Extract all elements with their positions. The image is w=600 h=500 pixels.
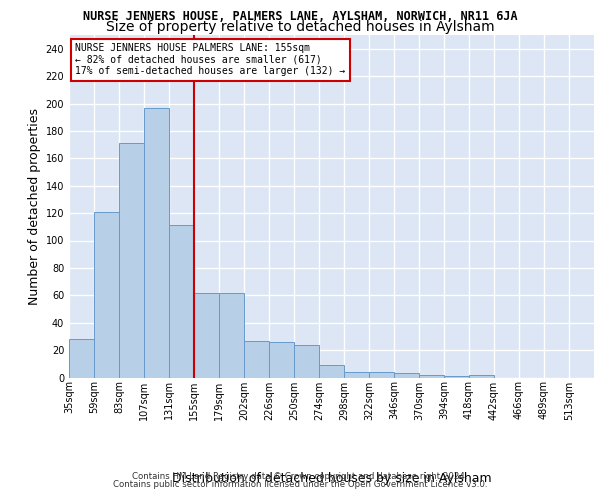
Bar <box>144 108 169 378</box>
Bar <box>269 342 294 378</box>
Bar <box>419 375 444 378</box>
Bar <box>394 374 419 378</box>
Bar <box>344 372 369 378</box>
Text: Contains public sector information licensed under the Open Government Licence v3: Contains public sector information licen… <box>113 480 487 489</box>
Text: Contains HM Land Registry data © Crown copyright and database right 2024.: Contains HM Land Registry data © Crown c… <box>132 472 468 481</box>
Bar <box>119 143 144 378</box>
Y-axis label: Number of detached properties: Number of detached properties <box>28 108 41 304</box>
Bar <box>369 372 394 378</box>
Bar <box>169 226 194 378</box>
Text: NURSE JENNERS HOUSE, PALMERS LANE, AYLSHAM, NORWICH, NR11 6JA: NURSE JENNERS HOUSE, PALMERS LANE, AYLSH… <box>83 10 517 23</box>
Bar <box>194 292 219 378</box>
Bar <box>469 375 494 378</box>
Bar <box>444 376 469 378</box>
Bar <box>94 212 119 378</box>
Bar <box>69 339 94 378</box>
Text: Size of property relative to detached houses in Aylsham: Size of property relative to detached ho… <box>106 20 494 34</box>
Bar <box>294 344 319 378</box>
Bar <box>244 340 269 378</box>
Bar <box>319 365 344 378</box>
Text: NURSE JENNERS HOUSE PALMERS LANE: 155sqm
← 82% of detached houses are smaller (6: NURSE JENNERS HOUSE PALMERS LANE: 155sqm… <box>75 43 346 76</box>
X-axis label: Distribution of detached houses by size in Aylsham: Distribution of detached houses by size … <box>172 472 491 486</box>
Bar <box>219 292 244 378</box>
